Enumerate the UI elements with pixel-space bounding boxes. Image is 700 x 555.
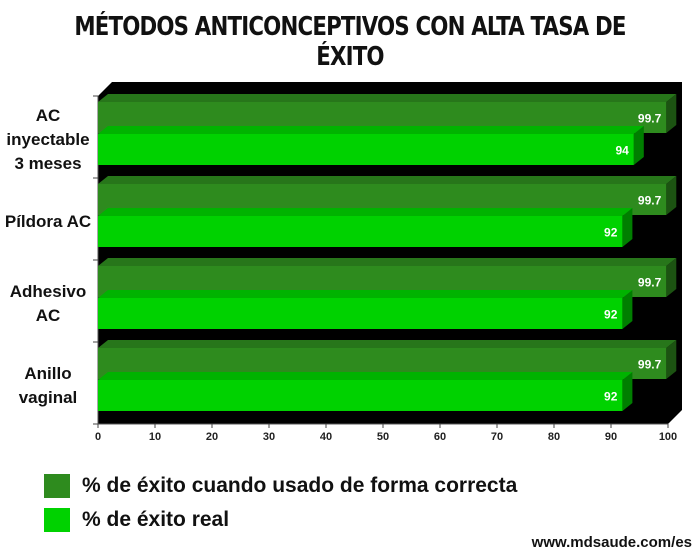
x-tick-label: 70 — [491, 431, 503, 443]
bar-top-face — [98, 258, 677, 266]
category-label: inyectable — [6, 130, 89, 149]
category-label: AC — [36, 306, 61, 325]
source-url: www.mdsaude.com/es — [531, 534, 692, 551]
bar-top-face — [98, 372, 633, 380]
bar — [98, 216, 623, 247]
bar-top-face — [98, 290, 633, 298]
x-tick-label: 90 — [605, 431, 617, 443]
chart-title: MÉTODOS ANTICONCEPTIVOS CON ALTA TASA DE… — [74, 12, 626, 72]
bar-value-label: 92 — [604, 308, 618, 322]
x-tick-label: 40 — [320, 431, 332, 443]
bar-value-label: 92 — [604, 226, 618, 240]
category-label: Adhesivo — [10, 282, 87, 301]
x-tick-label: 80 — [548, 431, 560, 443]
bar — [98, 298, 623, 329]
bar-top-face — [98, 94, 677, 102]
bar-value-label: 92 — [604, 390, 618, 404]
legend-item-correct-use: % de éxito cuando usado de forma correct… — [44, 472, 517, 500]
bar-value-label: 94 — [615, 144, 629, 158]
bar-side-face — [666, 94, 677, 133]
x-tick-label: 100 — [659, 431, 677, 443]
x-tick-label: 20 — [206, 431, 218, 443]
bar-side-face — [622, 290, 633, 329]
bar-side-face — [622, 208, 633, 247]
plot-background — [98, 82, 682, 424]
bar-side-face — [666, 340, 677, 379]
category-label: Píldora AC — [5, 212, 91, 231]
bar-side-face — [633, 126, 644, 165]
category-label: vaginal — [19, 388, 78, 407]
category-label: Anillo — [24, 364, 71, 383]
legend-label-correct-use: % de éxito cuando usado de forma correct… — [82, 474, 518, 497]
category-label: AC — [36, 106, 61, 125]
x-tick-label: 30 — [263, 431, 275, 443]
bar-value-label: 99.7 — [638, 276, 662, 290]
bar-top-face — [98, 176, 677, 184]
category-label: 3 meses — [14, 154, 81, 173]
legend-item-real: % de éxito real — [44, 506, 229, 534]
bar-side-face — [666, 258, 677, 297]
legend-label-real: % de éxito real — [82, 508, 230, 531]
bar-value-label: 99.7 — [638, 358, 662, 372]
bar-side-face — [622, 372, 633, 411]
x-tick-label: 50 — [377, 431, 389, 443]
bar-side-face — [666, 176, 677, 215]
legend-swatch-correct-use — [44, 474, 70, 498]
bar-top-face — [98, 126, 644, 134]
x-tick-label: 10 — [149, 431, 161, 443]
bar — [98, 134, 634, 165]
bar-top-face — [98, 340, 677, 348]
bar — [98, 380, 623, 411]
bar-value-label: 99.7 — [638, 194, 662, 208]
legend-swatch-real — [44, 508, 70, 532]
x-tick-label: 0 — [95, 431, 101, 443]
bar-value-label: 99.7 — [638, 112, 662, 126]
bar-top-face — [98, 208, 633, 216]
x-tick-label: 60 — [434, 431, 446, 443]
